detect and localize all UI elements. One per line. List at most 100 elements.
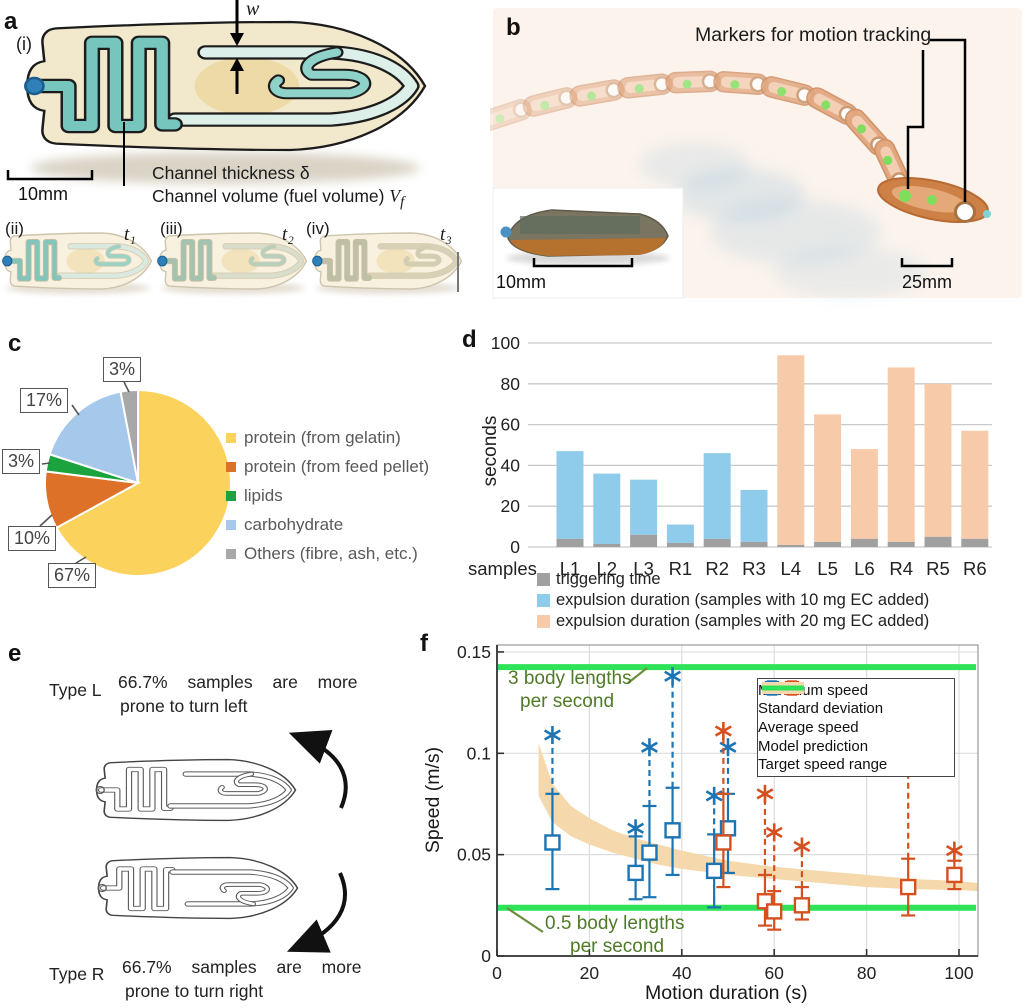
- max-speed-asterisk: [543, 726, 561, 745]
- max-speed-asterisk: [765, 823, 783, 842]
- bar-trigger-L2: [593, 543, 621, 547]
- speed-scatter-plot: 0 20 40 60 80 100 0 0.05 0.1 0.15: [457, 642, 979, 983]
- bar-L1: [556, 451, 584, 539]
- panel-c-pie: c 3% 17% 3% 10% 67% protein (from gelati…: [0, 318, 440, 620]
- type-l-text-2: prone to turn left: [120, 696, 248, 716]
- timelapse-boat: [665, 70, 721, 94]
- bar-category-label: R3: [742, 558, 766, 579]
- bar-trigger-R1: [666, 542, 694, 547]
- sub-panel-ii-label: (ii): [5, 219, 24, 238]
- bar-R1: [666, 524, 694, 543]
- f-plot-legend: Maximum speed Standard deviation Average…: [757, 678, 955, 777]
- legend-swatch-icon: [226, 461, 236, 472]
- bar-category-label: L2: [597, 558, 618, 579]
- legend-label: Others (fibre, ash, etc.): [244, 543, 418, 563]
- motion-tracking-photo: [490, 8, 1022, 299]
- svg-text:20: 20: [501, 496, 521, 516]
- bar-category-label: R1: [669, 558, 693, 579]
- timelapse-boat: [490, 98, 532, 132]
- timelapse-boat: [617, 73, 673, 99]
- pie-legend-item: Others (fibre, ash, etc.): [226, 539, 429, 568]
- time-1-label: t₁: [124, 224, 136, 245]
- svg-text:0: 0: [492, 963, 502, 983]
- svg-text:100: 100: [491, 333, 520, 353]
- legend-label: Standard deviation: [758, 700, 884, 718]
- d-x-axis-label: samples: [468, 558, 537, 579]
- legend-label: protein (from gelatin): [244, 427, 401, 447]
- bar-trigger-R6: [961, 538, 989, 547]
- panel-e-letter: e: [8, 640, 22, 667]
- legend-swatch-icon: [226, 490, 236, 501]
- legend-row-average-speed: Average speed: [758, 680, 954, 736]
- pie-callout-10pct: 10%: [8, 526, 57, 551]
- d-legend-label: expulsion duration (samples with 10 mg E…: [556, 591, 929, 609]
- scalebar-b-label: 25mm: [902, 272, 953, 292]
- boat-outline: [95, 758, 297, 822]
- panel-f-letter: f: [420, 630, 428, 657]
- legend-row-standard-deviation: Standard deviation: [758, 680, 954, 718]
- bar-trigger-R2: [703, 538, 731, 547]
- bar-trigger-L4: [777, 544, 805, 547]
- bar-trigger-L6: [850, 538, 878, 547]
- d-legend-swatch-icon: [537, 573, 550, 586]
- svg-text:20: 20: [580, 963, 600, 983]
- annotation-05bl-line2: per second: [570, 936, 665, 957]
- max-speed-asterisk: [705, 786, 723, 805]
- svg-text:0.15: 0.15: [457, 642, 491, 662]
- data-point: [793, 846, 811, 921]
- time-2-label: t₂: [282, 224, 294, 245]
- max-speed-asterisk: [641, 738, 658, 757]
- svg-text:0.05: 0.05: [457, 845, 491, 865]
- type-l-text-1: 66.7% samples are more: [118, 672, 358, 692]
- legend-swatch-icon: [226, 548, 236, 559]
- svg-text:0.1: 0.1: [467, 743, 491, 763]
- bar-R3: [740, 489, 768, 542]
- d-legend-swatch-icon: [537, 615, 550, 628]
- sub-panel-i-label: (i): [16, 34, 32, 54]
- timelapse-boat: [569, 79, 625, 107]
- bar-category-label: R2: [705, 558, 729, 579]
- panel-e: e Type L 66.7% samples are more prone to…: [0, 630, 420, 1008]
- legend-label: protein (from feed pellet): [244, 456, 430, 476]
- bar-L2: [593, 473, 621, 544]
- bar-trigger-L5: [814, 541, 842, 547]
- type-l-label: Type L: [49, 680, 102, 700]
- bar-category-label: L4: [781, 558, 802, 579]
- bar-category-label: L5: [817, 558, 838, 579]
- pie-slice-3: [48, 390, 140, 485]
- pie-legend: protein (from gelatin) protein (from feed…: [226, 423, 429, 568]
- pie-legend-item: protein (from gelatin): [226, 423, 429, 452]
- bar-L3: [630, 479, 658, 535]
- volume-symbol: V: [389, 186, 401, 206]
- green-line-swatch-icon: [762, 685, 804, 691]
- bar-L6: [850, 449, 878, 539]
- annotation-05bl-line1: 0.5 body lengths: [545, 913, 685, 934]
- bar-trigger-R4: [887, 541, 915, 547]
- data-point: [766, 832, 783, 931]
- bar-category-label: R6: [963, 558, 987, 579]
- d-y-axis-label: seconds: [480, 416, 501, 487]
- panel-b: b Markers for motion tracking 10mm 25mm: [490, 0, 1024, 316]
- bar-category-label: L6: [854, 558, 875, 579]
- bar-category-label: L3: [633, 558, 654, 579]
- max-speed-asterisk: [793, 837, 811, 856]
- pie-callout-3pct-others: 3%: [103, 357, 142, 382]
- boat-small: [2, 232, 153, 290]
- bar-category-label: L1: [560, 558, 581, 579]
- legend-label: Average speed: [758, 718, 859, 736]
- d-legend-label: expulsion duration (samples with 20 mg E…: [556, 612, 929, 630]
- max-speed-asterisk: [627, 819, 645, 838]
- panel-d-bars: 0 20 40 60 80 100 L1 L2 L3 R1 R2 R3 L4 L5 L6 R4 R5 R6 samp…: [440, 318, 1024, 632]
- panel-a-letter: a: [4, 8, 18, 35]
- pie-chart: [39, 381, 232, 577]
- channel-volume-label: Channel volume (fuel volume) Vf: [152, 186, 405, 211]
- bar-R6: [961, 430, 989, 539]
- sub-panel-iv-label: (iv): [306, 219, 330, 238]
- markers-label: Markers for motion tracking: [695, 24, 932, 46]
- f-y-axis-label: Speed (m/s): [422, 746, 444, 854]
- bar-trigger-L3: [630, 534, 658, 547]
- legend-swatch-icon: [226, 519, 236, 530]
- legend-swatch-icon: [226, 432, 236, 443]
- legend-label: lipids: [244, 485, 283, 505]
